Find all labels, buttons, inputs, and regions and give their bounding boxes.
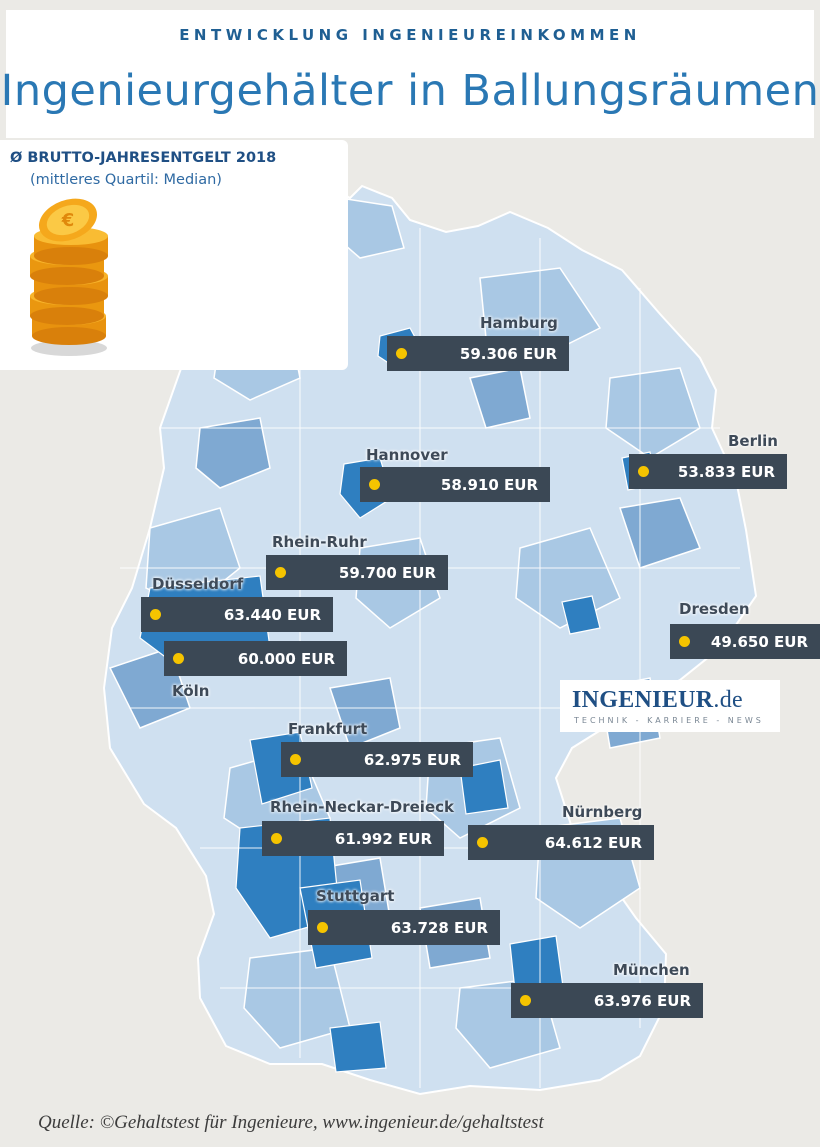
salary-value: 61.992 EUR <box>334 830 432 848</box>
salary-box-stuttgart: 63.728 EUR <box>308 910 500 945</box>
salary-value: 53.833 EUR <box>677 463 775 481</box>
salary-value: 49.650 EUR <box>710 633 808 651</box>
salary-box-duesseldorf: 63.440 EUR <box>141 597 333 632</box>
salary-value: 63.728 EUR <box>390 919 488 937</box>
marker-dot <box>150 609 161 620</box>
city-label-frankfurt: Frankfurt <box>288 720 368 738</box>
page-title: Ingenieurgehälter in Ballungsräumen <box>0 66 820 116</box>
city-label-muenchen: München <box>613 961 690 979</box>
header-panel <box>6 10 814 138</box>
salary-box-berlin: 53.833 EUR <box>629 454 787 489</box>
city-label-duesseldorf: Düsseldorf <box>152 575 244 593</box>
coin-stack-icon: € <box>30 198 108 356</box>
marker-dot <box>290 754 301 765</box>
marker-dot <box>638 466 649 477</box>
salary-value: 59.700 EUR <box>338 564 436 582</box>
logo-main-text: INGENIEUR <box>572 687 714 713</box>
salary-box-rhein-ruhr: 59.700 EUR <box>266 555 448 590</box>
salary-box-muenchen: 63.976 EUR <box>511 983 703 1018</box>
marker-dot <box>317 922 328 933</box>
logo-suffix: .de <box>713 687 743 713</box>
city-label-rhein-neckar: Rhein-Neckar-Dreieck <box>270 798 454 816</box>
salary-value: 60.000 EUR <box>237 650 335 668</box>
germany-map <box>102 181 758 1096</box>
marker-dot <box>396 348 407 359</box>
marker-dot <box>369 479 380 490</box>
marker-dot <box>173 653 184 664</box>
dresden-area <box>561 595 601 635</box>
city-label-dresden: Dresden <box>679 600 750 618</box>
salary-box-rhein-neckar: 61.992 EUR <box>262 821 444 856</box>
kicker-text: ENTWICKLUNG INGENIEUREINKOMMEN <box>179 26 641 44</box>
city-label-stuttgart: Stuttgart <box>316 887 395 905</box>
city-label-koeln: Köln <box>172 682 210 700</box>
salary-value: 62.975 EUR <box>363 751 461 769</box>
salary-box-nuernberg: 64.612 EUR <box>468 825 654 860</box>
salary-value: 58.910 EUR <box>440 476 538 494</box>
marker-dot <box>477 837 488 848</box>
salary-box-hamburg: 59.306 EUR <box>387 336 569 371</box>
legend-subtitle: (mittleres Quartil: Median) <box>30 172 222 188</box>
city-label-hannover: Hannover <box>366 446 448 464</box>
marker-dot <box>520 995 531 1006</box>
city-label-rhein-ruhr: Rhein-Ruhr <box>272 533 367 551</box>
marker-dot <box>679 636 690 647</box>
salary-value: 59.306 EUR <box>459 345 557 363</box>
south-area <box>329 1021 387 1073</box>
city-label-hamburg: Hamburg <box>480 314 558 332</box>
salary-box-hannover: 58.910 EUR <box>360 467 550 502</box>
city-label-nuernberg: Nürnberg <box>562 803 643 821</box>
legend-title: Ø BRUTTO-JAHRESENTGELT 2018 <box>10 150 277 166</box>
city-label-berlin: Berlin <box>728 432 778 450</box>
salary-box-koeln: 60.000 EUR <box>164 641 347 676</box>
marker-dot <box>275 567 286 578</box>
salary-box-dresden: 49.650 EUR <box>670 624 820 659</box>
logo-tagline: TECHNIK - KARRIERE - NEWS <box>574 716 764 725</box>
svg-text:€: € <box>61 210 75 231</box>
marker-dot <box>271 833 282 844</box>
salary-value: 64.612 EUR <box>544 834 642 852</box>
salary-value: 63.440 EUR <box>223 606 321 624</box>
logo-wordmark: INGENIEUR.de <box>572 687 743 714</box>
source-note: Quelle: ©Gehaltstest für Ingenieure, www… <box>38 1112 544 1133</box>
salary-value: 63.976 EUR <box>593 992 691 1010</box>
ingenieur-logo: INGENIEUR.de TECHNIK - KARRIERE - NEWS <box>560 680 780 732</box>
salary-box-frankfurt: 62.975 EUR <box>281 742 473 777</box>
